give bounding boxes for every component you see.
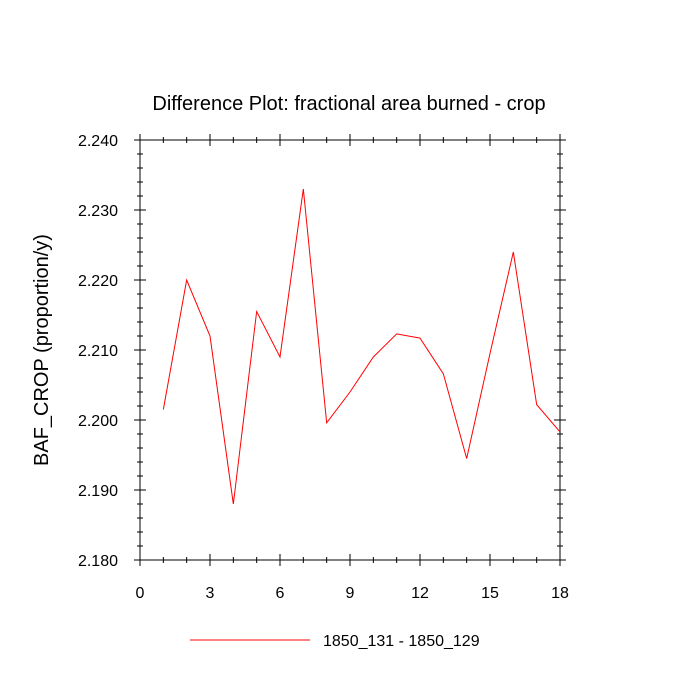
- chart-title: Difference Plot: fractional area burned …: [152, 93, 545, 115]
- y-tick-label: 2.200: [78, 413, 118, 430]
- legend-label: 1850_131 - 1850_129: [323, 633, 480, 650]
- series-layer: [162, 188, 561, 505]
- x-tick-label: 18: [551, 585, 569, 602]
- legend: 1850_131 - 1850_129: [190, 633, 480, 650]
- x-tick-label: 0: [136, 585, 145, 602]
- y-axis-label: BAF_CROP (proportion/y): [31, 234, 53, 466]
- axis-tick-labels: 0 3 6 9 12 15 18 2.180 2.190 2.200 2.210 2.220 2.230…: [78, 133, 569, 602]
- y-tick-label: 2.230: [78, 203, 118, 220]
- y-tick-label: 2.190: [78, 483, 118, 500]
- plot-frame: [139, 139, 561, 561]
- series-line: [162, 188, 561, 505]
- x-tick-label: 9: [346, 585, 355, 602]
- axis-ticks: [134, 134, 566, 566]
- y-tick-label: 2.180: [78, 553, 118, 570]
- x-tick-label: 6: [276, 585, 285, 602]
- x-tick-label: 15: [481, 585, 499, 602]
- y-tick-label: 2.220: [78, 273, 118, 290]
- x-tick-label: 12: [411, 585, 429, 602]
- y-tick-label: 2.240: [78, 133, 118, 150]
- y-tick-label: 2.210: [78, 343, 118, 360]
- x-tick-label: 3: [206, 585, 215, 602]
